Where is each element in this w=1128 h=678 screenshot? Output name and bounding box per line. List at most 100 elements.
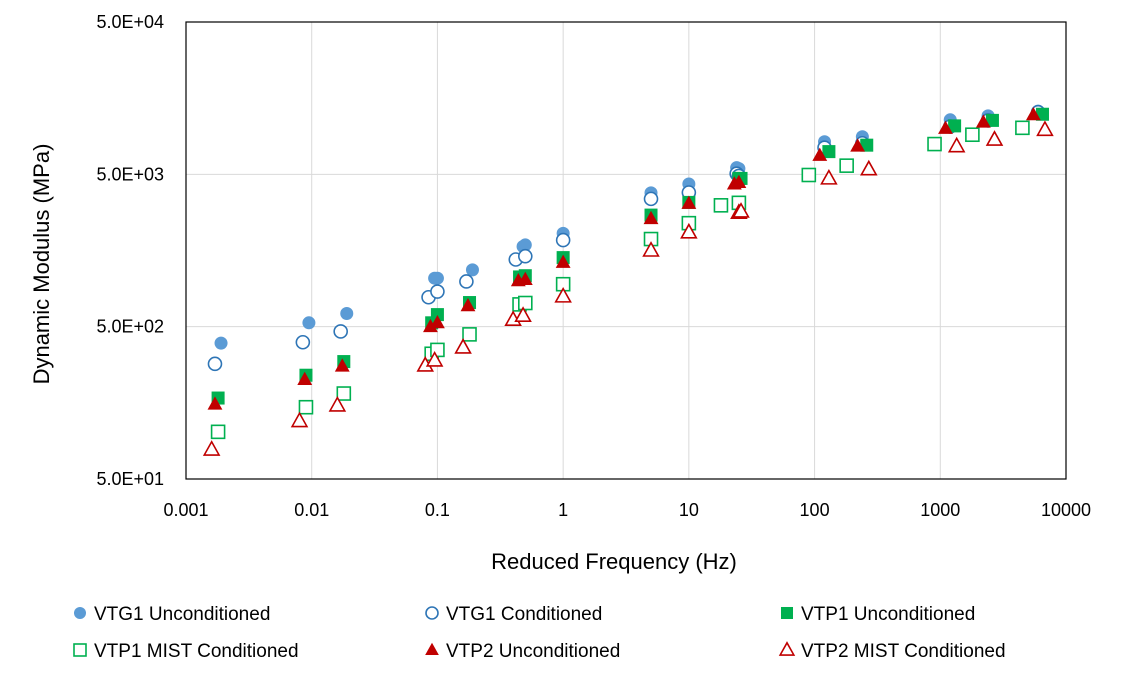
data-point: [517, 295, 533, 311]
x-tick-label: 10000: [1041, 500, 1091, 520]
legend-marker: [425, 606, 439, 620]
data-point: [336, 386, 352, 401]
data-point: [430, 284, 445, 299]
data-point: [517, 248, 533, 264]
legend-label: VTP2 Unconditioned: [446, 641, 620, 662]
x-tick-label: 0.1: [425, 500, 450, 520]
data-point: [820, 168, 838, 185]
legend-label: VTP1 Unconditioned: [801, 604, 975, 625]
data-point: [298, 399, 314, 415]
data-point: [1015, 120, 1030, 136]
legend-marker: [73, 606, 87, 620]
legend-label: VTP2 MIST Conditioned: [801, 641, 1006, 662]
data-point: [328, 396, 347, 412]
legend: VTG1 Unconditioned VTG1 Conditioned VTP1 U…: [73, 604, 1006, 662]
series-4: [210, 120, 1030, 440]
legend-label: VTP1 MIST Conditioned: [94, 641, 299, 662]
data-point: [1025, 106, 1041, 121]
legend-label: VTG1 Conditioned: [446, 604, 602, 625]
series-1: [214, 104, 1045, 350]
y-tick-label: 5.0E+03: [96, 164, 164, 184]
y-tick-label: 5.0E+04: [96, 12, 164, 32]
data-point: [459, 274, 474, 289]
data-point: [297, 371, 313, 385]
data-point: [839, 158, 854, 173]
data-point: [975, 114, 991, 128]
legend-item: VTP1 Unconditioned: [780, 604, 975, 625]
data-point: [462, 327, 477, 342]
data-point: [555, 232, 571, 248]
data-point: [642, 241, 660, 257]
legend-marker: [780, 606, 794, 620]
x-tick-label: 1: [558, 500, 568, 520]
legend-item: VTG1 Conditioned: [425, 604, 602, 625]
legend-marker: [425, 642, 439, 656]
data-point: [514, 306, 532, 322]
data-point: [801, 167, 817, 183]
x-tick-label: 100: [800, 500, 830, 520]
legend-label: VTG1 Unconditioned: [94, 604, 270, 625]
data-point: [425, 351, 444, 367]
x-tick-label: 0.01: [294, 500, 329, 520]
legend-item: VTG1 Unconditioned: [73, 604, 270, 625]
legend-marker: [778, 641, 796, 656]
data-point: [290, 411, 309, 428]
y-axis-ticks: 5.0E+01 5.0E+02 5.0E+03 5.0E+04: [96, 12, 164, 489]
data-point: [938, 120, 953, 134]
data-point: [860, 159, 878, 176]
data-point: [454, 338, 472, 354]
series-3: [211, 107, 1049, 405]
data-point: [680, 222, 698, 239]
data-point: [985, 130, 1004, 146]
y-tick-label: 5.0E+02: [96, 317, 164, 337]
y-tick-label: 5.0E+01: [96, 469, 164, 489]
data-point: [340, 307, 354, 321]
x-tick-label: 1000: [920, 500, 960, 520]
data-point: [517, 271, 533, 285]
data-point: [731, 174, 747, 188]
data-point: [643, 191, 659, 207]
data-point: [460, 298, 476, 312]
data-point: [202, 440, 221, 456]
series-5: [207, 106, 1041, 410]
legend-marker: [73, 643, 87, 657]
gridlines: [185, 21, 1067, 480]
data-point: [214, 336, 228, 350]
data-point: [1036, 120, 1054, 137]
y-axis-title: Dynamic Modulus (MPa): [29, 144, 54, 385]
data-point: [302, 316, 316, 330]
data-point: [927, 136, 942, 152]
data-point: [812, 147, 828, 161]
data-point: [554, 286, 572, 303]
x-axis-title: Reduced Frequency (Hz): [491, 549, 737, 574]
data-point: [850, 138, 866, 152]
data-point: [430, 271, 444, 285]
legend-item: VTP2 MIST Conditioned: [778, 641, 1006, 662]
data-point: [681, 195, 697, 209]
x-axis-ticks: 0.001 0.01 0.1 1 10 100 1000 10000: [163, 500, 1091, 520]
legend-item: VTP2 Unconditioned: [425, 641, 620, 662]
data-point: [210, 424, 226, 440]
data-point: [947, 136, 966, 153]
data-point: [965, 127, 980, 143]
data-point: [334, 358, 350, 372]
series-2: [207, 104, 1046, 372]
data-point: [207, 396, 223, 410]
plot-area-border: [185, 21, 1067, 480]
data-point: [207, 356, 223, 372]
series-6: [202, 120, 1054, 456]
data-points: [202, 104, 1054, 456]
data-point: [295, 334, 311, 350]
x-tick-label: 0.001: [163, 500, 208, 520]
x-tick-label: 10: [679, 500, 699, 520]
data-point: [643, 210, 659, 225]
data-point: [732, 202, 750, 218]
data-point: [822, 145, 836, 159]
data-point: [465, 263, 479, 277]
data-point: [555, 254, 571, 268]
legend-item: VTP1 MIST Conditioned: [73, 641, 299, 662]
data-point: [333, 324, 348, 339]
data-point: [713, 198, 729, 213]
data-point: [430, 315, 445, 329]
